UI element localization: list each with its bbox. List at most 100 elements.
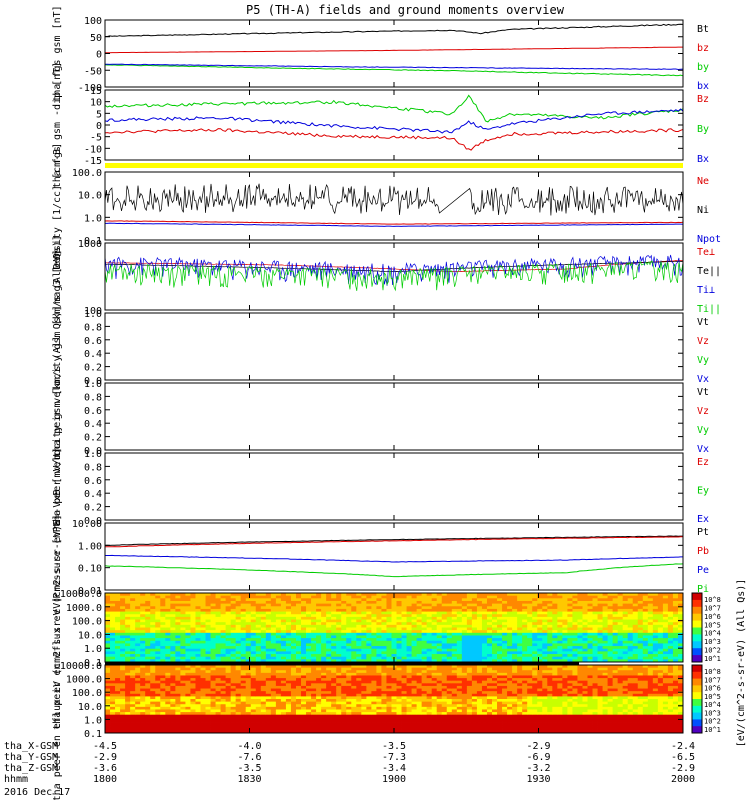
heatmap-cell <box>250 683 257 687</box>
heatmap-cell <box>341 714 347 718</box>
heatmap-cell <box>115 709 121 713</box>
heatmap-cell <box>245 593 252 597</box>
heatmap-cell <box>316 656 322 660</box>
heatmap-cell <box>225 672 232 676</box>
heatmap-cell <box>125 646 131 650</box>
heatmap-cell <box>612 659 619 663</box>
heatmap-cell <box>200 651 206 655</box>
heatmap-cell <box>175 675 181 679</box>
heatmap-cell <box>195 667 201 671</box>
heatmap-cell <box>195 654 201 658</box>
heatmap-cell <box>542 616 548 620</box>
heatmap-cell <box>366 627 372 631</box>
heatmap-cell <box>321 603 327 607</box>
heatmap-cell <box>527 593 533 597</box>
heatmap-cell <box>195 678 201 682</box>
heatmap-cell <box>295 651 302 655</box>
heatmap-cell <box>431 678 438 682</box>
heatmap-cell <box>255 606 262 610</box>
heatmap-cell <box>295 675 302 679</box>
heatmap-cell <box>150 704 156 708</box>
heatmap-cell <box>461 635 468 639</box>
heatmap-cell <box>326 712 332 716</box>
heatmap-cell <box>486 624 493 628</box>
heatmap-cell <box>451 651 458 655</box>
heatmap-cell <box>557 643 563 647</box>
heatmap-cell <box>476 656 483 660</box>
heatmap-cell <box>200 659 206 663</box>
heatmap-cell <box>150 680 156 684</box>
heatmap-cell <box>376 638 382 642</box>
heatmap-cell <box>456 632 463 636</box>
heatmap-cell <box>426 608 433 612</box>
heatmap-cell <box>115 706 121 710</box>
legend-Vz: Vz <box>697 406 709 417</box>
heatmap-cell <box>145 635 151 639</box>
heatmap-cell <box>401 675 407 679</box>
heatmap-cell <box>190 722 196 726</box>
heatmap-cell <box>311 730 317 734</box>
heatmap-cell <box>230 656 237 660</box>
heatmap-cell <box>311 699 317 703</box>
heatmap-cell <box>145 696 151 700</box>
heatmap-cell <box>230 688 237 692</box>
heatmap-cell <box>642 648 649 652</box>
heatmap-cell <box>260 725 267 729</box>
heatmap-cell <box>225 624 232 628</box>
heatmap-cell <box>502 598 508 602</box>
heatmap-cell <box>105 648 111 652</box>
heatmap-cell <box>476 659 483 663</box>
heatmap-cell <box>295 706 302 710</box>
heatmap-cell <box>647 624 654 628</box>
heatmap-cell <box>185 640 191 644</box>
heatmap-cell <box>190 699 196 703</box>
heatmap-cell <box>180 614 186 618</box>
heatmap-cell <box>200 672 206 676</box>
heatmap-cell <box>190 619 196 623</box>
heatmap-cell <box>637 635 644 639</box>
heatmap-cell <box>175 606 181 610</box>
heatmap-cell <box>301 680 307 684</box>
heatmap-cell <box>376 616 382 620</box>
heatmap-cell <box>215 595 221 599</box>
heatmap-cell <box>150 665 156 669</box>
heatmap-cell <box>607 651 614 655</box>
heatmap-cell <box>180 688 186 692</box>
heatmap-cell <box>486 640 493 644</box>
heatmap-cell <box>476 598 483 602</box>
heatmap-cell <box>295 712 302 716</box>
heatmap-cell <box>341 646 347 650</box>
heatmap-cell <box>200 627 206 631</box>
heatmap-cell <box>331 646 337 650</box>
heatmap-cell <box>125 722 131 726</box>
heatmap-cell <box>125 593 131 597</box>
heatmap-cell <box>280 651 287 655</box>
heatmap-cell <box>476 608 483 612</box>
y-tick-label: 0.4 <box>84 419 102 430</box>
heatmap-cell <box>481 656 488 660</box>
heatmap-cell <box>295 696 302 700</box>
heatmap-cell <box>130 619 136 623</box>
heatmap-cell <box>306 627 312 631</box>
heatmap-cell <box>316 675 322 679</box>
series-line-By <box>104 94 684 123</box>
heatmap-cell <box>115 722 121 726</box>
heatmap-cell <box>597 646 603 650</box>
heatmap-cell <box>411 675 418 679</box>
heatmap-cell <box>306 693 312 697</box>
heatmap-cell <box>522 627 528 631</box>
heatmap-cell <box>140 624 146 628</box>
heatmap-cell <box>200 701 206 705</box>
heatmap-cell <box>210 614 216 618</box>
heatmap-cell <box>220 648 227 652</box>
heatmap-cell <box>301 593 307 597</box>
heatmap-cell <box>190 595 196 599</box>
heatmap-cell <box>642 630 649 634</box>
heatmap-cell <box>421 614 428 618</box>
heatmap-cell <box>250 665 257 669</box>
heatmap-cell <box>321 606 327 610</box>
heatmap-cell <box>265 643 272 647</box>
heatmap-cell <box>180 683 186 687</box>
heatmap-cell <box>205 635 211 639</box>
